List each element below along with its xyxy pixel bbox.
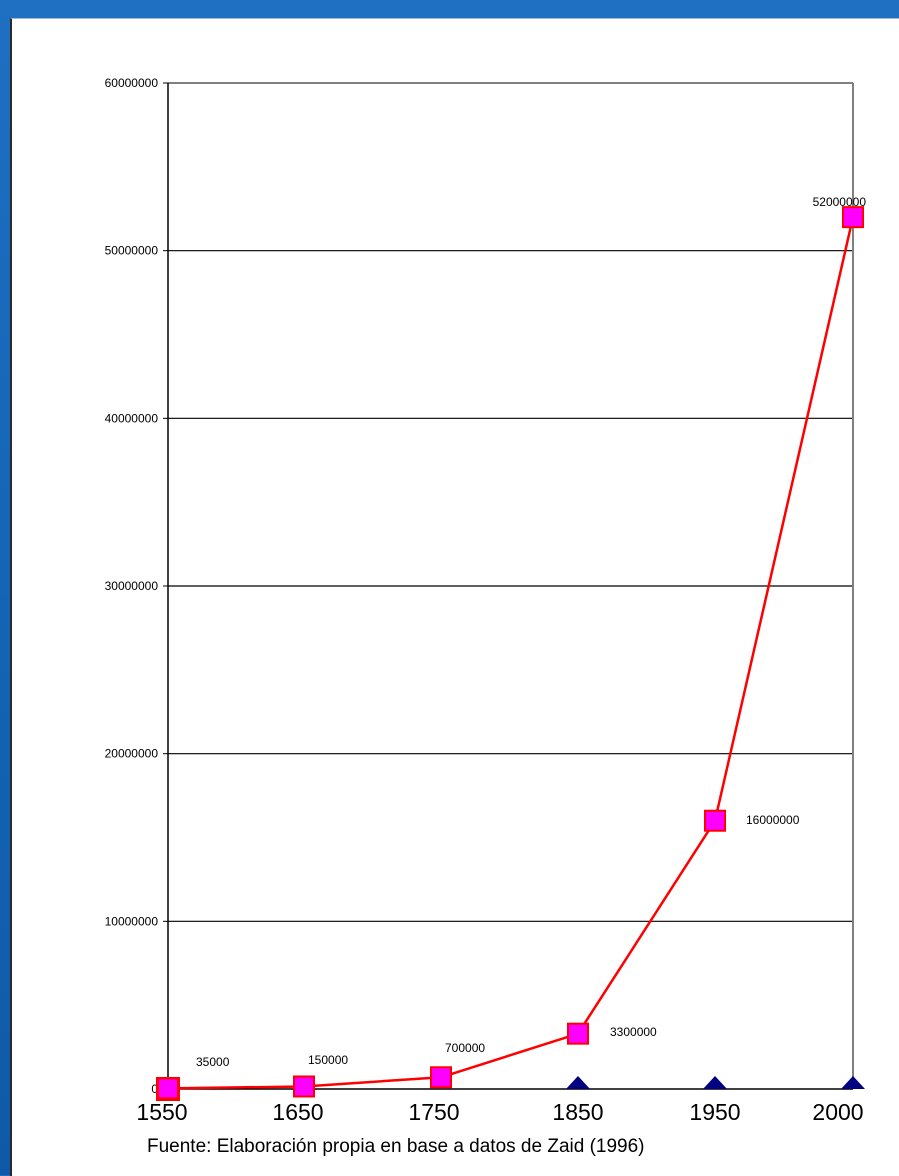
chart-caption: Fuente: Elaboración propia en base a dat… (147, 1136, 645, 1157)
data-label: 16000000 (746, 813, 800, 827)
x-tick-label: 1850 (552, 1099, 603, 1125)
gridlines (168, 250, 853, 922)
series-layer (156, 206, 865, 1101)
square-marker (567, 1022, 589, 1045)
y-tick-label: 20000000 (105, 747, 159, 761)
data-labels: 35000 150000 700000 3300000 16000000 52000000 (196, 195, 866, 1069)
x-tick-label: 1550 (136, 1099, 187, 1125)
y-tick-label: 60000000 (105, 76, 159, 90)
series-line (166, 216, 855, 1090)
triangle-marker (841, 1076, 865, 1089)
data-label: 700000 (445, 1041, 485, 1055)
x-tick-label: 1750 (408, 1099, 459, 1125)
chart-panel (10, 18, 899, 1176)
square-marker (842, 206, 864, 229)
square-marker (704, 809, 726, 832)
x-axis-ticks: 1550 1650 1750 1850 1950 2000 (136, 1099, 863, 1125)
x-tick-label: 1950 (689, 1099, 740, 1125)
data-label: 52000000 (813, 195, 867, 209)
data-label: 150000 (308, 1053, 348, 1067)
square-marker (157, 1077, 179, 1100)
y-axis-ticks: 0 10000000 20000000 30000000 40000000 5000000… (105, 76, 168, 1096)
y-tick-label: 30000000 (105, 579, 159, 593)
y-tick-label: 40000000 (105, 411, 159, 425)
data-label: 3300000 (610, 1025, 657, 1039)
x-tick-label: 1650 (272, 1099, 323, 1125)
y-tick-label: 10000000 (105, 914, 159, 928)
y-tick-label: 50000000 (105, 244, 159, 258)
x-tick-label: 2000 (812, 1099, 863, 1125)
triangle-marker (703, 1076, 727, 1089)
y-tick-label: 0 (151, 1082, 158, 1096)
square-marker (430, 1066, 452, 1089)
data-label: 35000 (196, 1055, 230, 1069)
triangle-marker (566, 1076, 590, 1089)
square-marker (293, 1075, 315, 1098)
